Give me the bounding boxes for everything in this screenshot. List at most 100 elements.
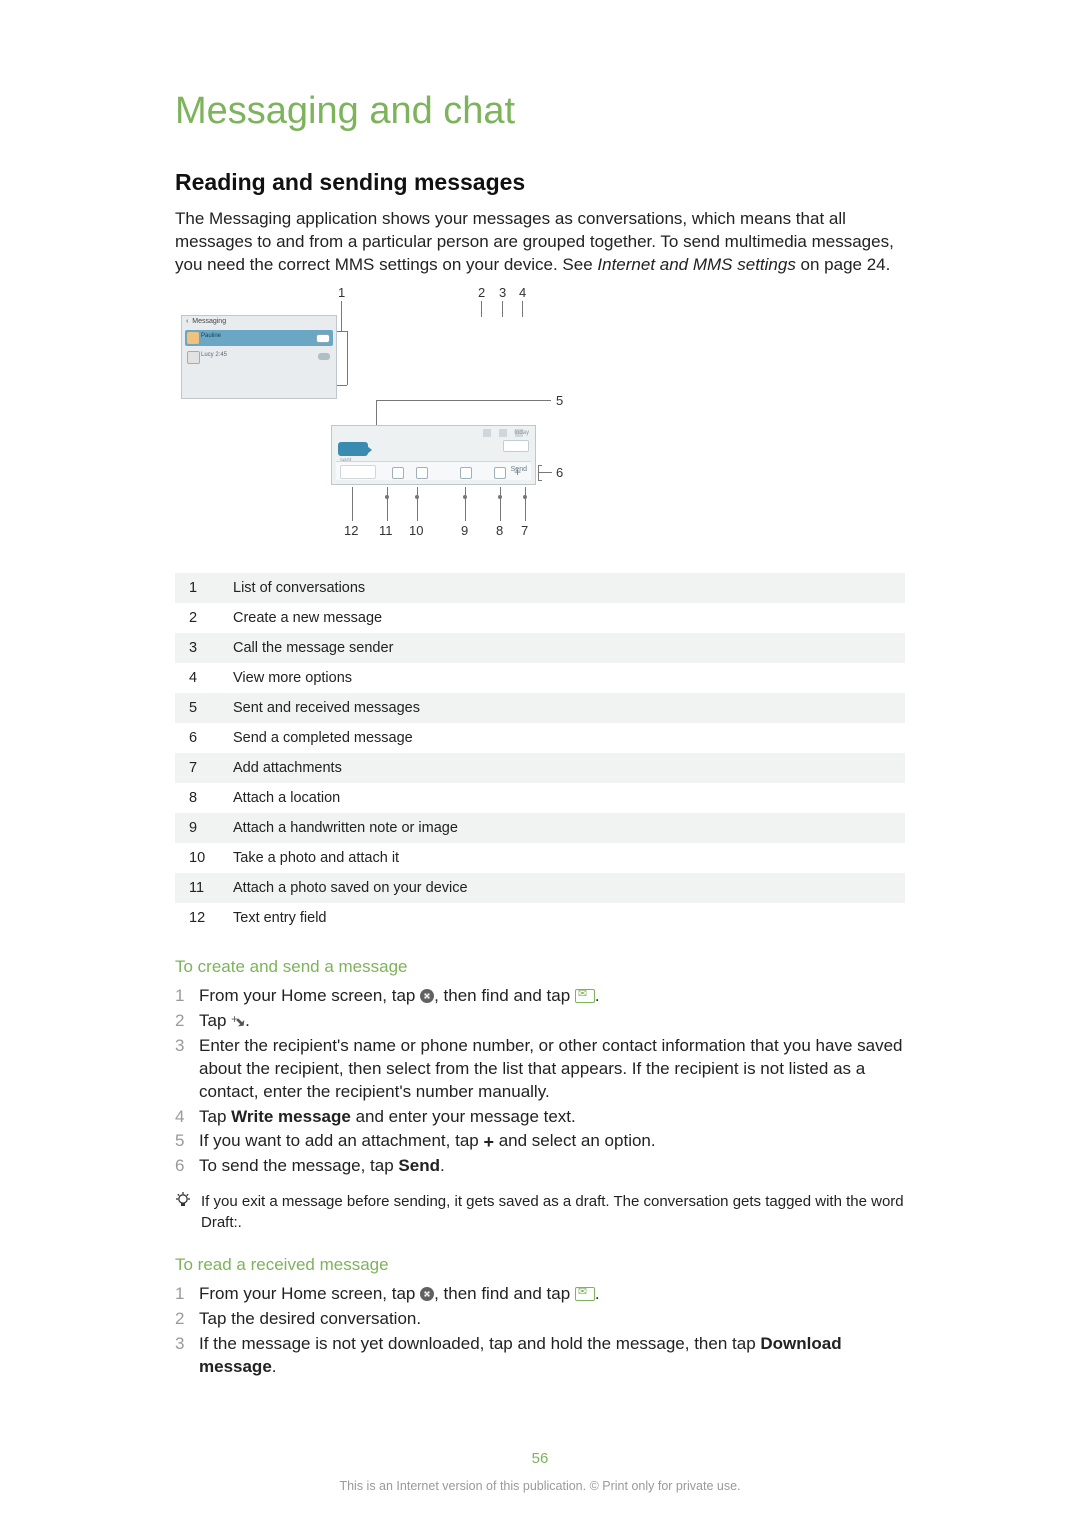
step-item: Tap . [175, 1010, 905, 1033]
leader-line [465, 487, 466, 521]
callout-5: 5 [556, 393, 563, 408]
legend-text: Text entry field [225, 903, 905, 933]
timestamp-label: today [514, 430, 529, 436]
leader-line [341, 301, 342, 331]
step-item: From your Home screen, tap , then find a… [175, 985, 905, 1008]
legend-text: Take a photo and attach it [225, 843, 905, 873]
howto-title: To create and send a message [175, 957, 905, 977]
legend-text: Attach a handwritten note or image [225, 813, 905, 843]
legend-row: 5Sent and received messages [175, 693, 905, 723]
leader-line [538, 465, 539, 480]
legend-row: 2Create a new message [175, 603, 905, 633]
leader-line [522, 301, 523, 317]
messaging-icon [575, 1287, 595, 1301]
legend-text: View more options [225, 663, 905, 693]
legend-number: 9 [175, 813, 225, 843]
apps-icon [420, 989, 434, 1003]
leader-dot [463, 495, 467, 499]
legend-table: 1List of conversations2Create a new mess… [175, 573, 905, 933]
leader-line [337, 385, 347, 386]
callout-11: 11 [379, 523, 393, 538]
legend-text: Send a completed message [225, 723, 905, 753]
callout-2: 2 [478, 285, 485, 300]
legend-row: 11Attach a photo saved on your device [175, 873, 905, 903]
step-item: To send the message, tap Send. [175, 1155, 905, 1178]
callout-10: 10 [409, 523, 423, 538]
leader-line [376, 400, 551, 401]
conversations-panel: ‹ Messaging Pauline Lucy 2:45 [181, 315, 337, 399]
legend-row: 1List of conversations [175, 573, 905, 603]
howto-steps: From your Home screen, tap , then find a… [175, 1283, 905, 1379]
leader-line [352, 487, 353, 521]
chat-panel: today sent + Send [331, 425, 536, 485]
manual-page: Messaging and chat Reading and sending m… [0, 0, 1080, 1527]
leader-dot [498, 495, 502, 499]
callout-3: 3 [499, 285, 506, 300]
leader-line [525, 487, 526, 521]
legend-number: 2 [175, 603, 225, 633]
step-item: Tap the desired conversation. [175, 1308, 905, 1331]
howto-title: To read a received message [175, 1255, 905, 1275]
legend-number: 3 [175, 633, 225, 663]
legend-row: 8Attach a location [175, 783, 905, 813]
callout-1: 1 [338, 285, 345, 300]
location-icon [494, 467, 506, 479]
tip-note: If you exit a message before sending, it… [175, 1192, 905, 1233]
leader-line [417, 487, 418, 521]
leader-line [337, 331, 347, 332]
step-bold: Send [398, 1156, 440, 1175]
howto-steps: From your Home screen, tap , then find a… [175, 985, 905, 1179]
convo-name: Pauline [201, 333, 221, 339]
step-item: If you want to add an attachment, tap + … [175, 1130, 905, 1153]
legend-row: 7Add attachments [175, 753, 905, 783]
tip-text: If you exit a message before sending, it… [201, 1192, 905, 1233]
avatar-placeholder-icon [187, 351, 200, 364]
legend-number: 1 [175, 573, 225, 603]
legend-number: 12 [175, 903, 225, 933]
leader-line [481, 301, 482, 317]
legend-row: 6Send a completed message [175, 723, 905, 753]
leader-line [347, 331, 348, 385]
leader-line [502, 301, 503, 317]
legend-text: Create a new message [225, 603, 905, 633]
panel-header: ‹ Messaging [182, 316, 336, 327]
intro-paragraph: The Messaging application shows your mes… [175, 208, 905, 277]
apps-icon [420, 1287, 434, 1301]
callout-8: 8 [496, 523, 503, 538]
step-bold: Write message [231, 1107, 351, 1126]
leader-line [538, 472, 552, 473]
badge-icon [316, 334, 330, 343]
message-bubble-icon [338, 442, 368, 456]
badge-icon [318, 353, 330, 360]
legend-number: 7 [175, 753, 225, 783]
step-item: Enter the recipient's name or phone numb… [175, 1035, 905, 1104]
step-item: If the message is not yet downloaded, ta… [175, 1333, 905, 1379]
callout-4: 4 [519, 285, 526, 300]
legend-text: Sent and received messages [225, 693, 905, 723]
step-item: Tap Write message and enter your message… [175, 1106, 905, 1129]
callout-12: 12 [344, 523, 358, 538]
convo-name: Lucy 2:45 [201, 352, 227, 358]
legend-number: 4 [175, 663, 225, 693]
leader-line [538, 480, 542, 481]
legend-row: 12Text entry field [175, 903, 905, 933]
step-item: From your Home screen, tap , then find a… [175, 1283, 905, 1306]
step-bold: Download message [199, 1334, 842, 1376]
footer-text: This is an Internet version of this publ… [0, 1479, 1080, 1493]
legend-number: 6 [175, 723, 225, 753]
plus-icon: + [483, 1137, 494, 1148]
intro-link: Internet and MMS settings [597, 255, 795, 274]
leader-line [500, 487, 501, 521]
legend-row: 10Take a photo and attach it [175, 843, 905, 873]
legend-text: Call the message sender [225, 633, 905, 663]
legend-number: 8 [175, 783, 225, 813]
page-number: 56 [0, 1450, 1080, 1467]
intro-suffix: on page 24. [796, 255, 891, 274]
page-title: Messaging and chat [175, 90, 905, 133]
legend-number: 10 [175, 843, 225, 873]
ui-diagram: 1 2 3 4 ‹ Messaging Pauline Lucy 2:45 [181, 285, 591, 555]
conversation-row: Lucy 2:45 [185, 350, 333, 364]
text-entry-icon [340, 465, 376, 479]
leader-dot [415, 495, 419, 499]
legend-row: 3Call the message sender [175, 633, 905, 663]
